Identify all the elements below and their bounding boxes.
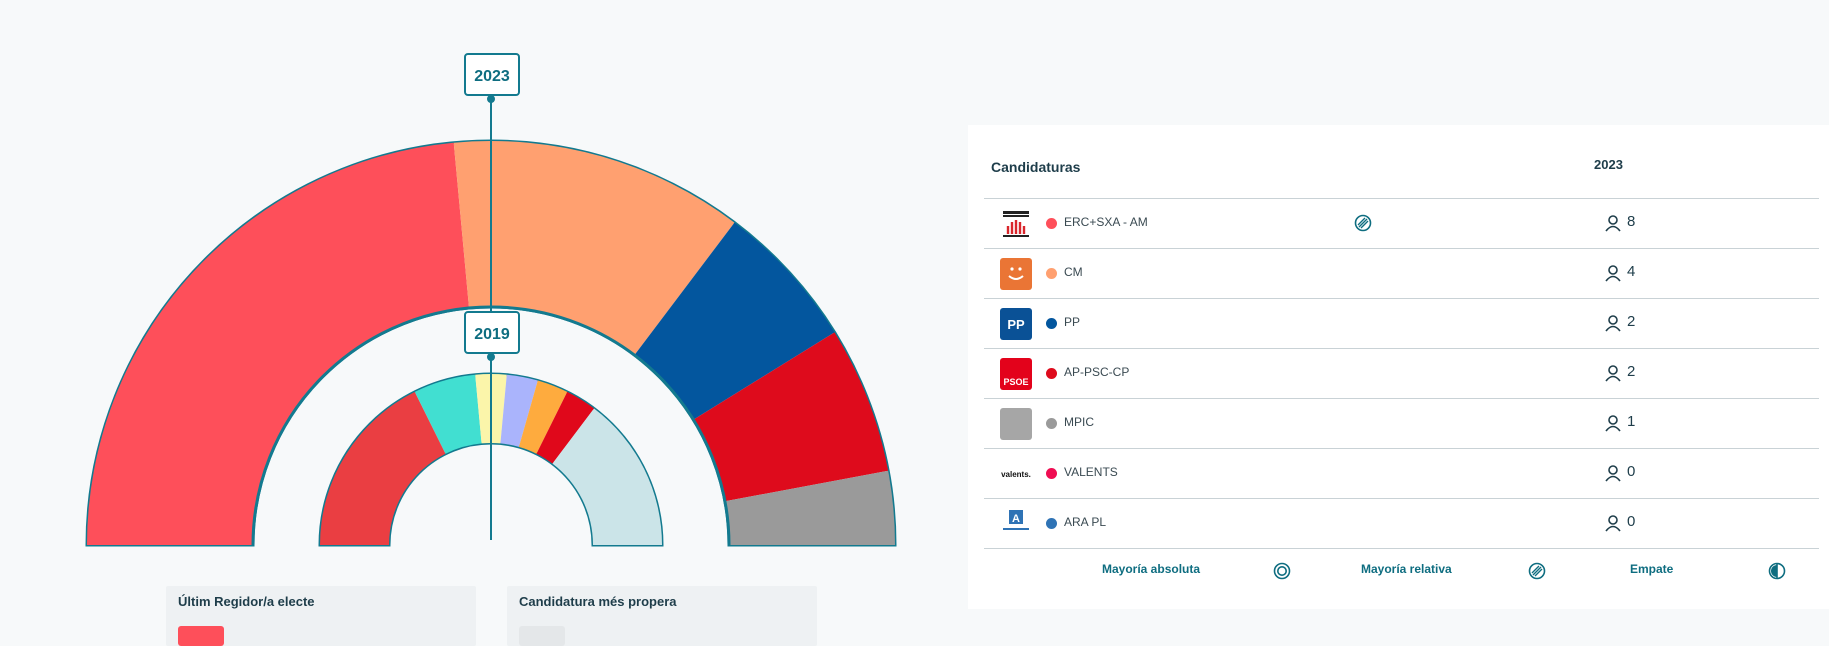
party-row[interactable]: PP PP 2 xyxy=(984,299,1819,349)
outer-ring-segments xyxy=(87,140,895,545)
legend-relative-label: Mayoría relativa xyxy=(1361,562,1452,576)
mpic-logo xyxy=(1000,408,1032,440)
seat-count: 2 xyxy=(1627,313,1636,330)
party-color-dot xyxy=(1046,318,1057,329)
outer-segment-ap-psc-cp[interactable] xyxy=(693,332,889,502)
results-rows: ERC+SXA - AM 8 CM 4 PP PP 2 PSOE AP-PSC-CP 2 MPIC 1… xyxy=(984,199,1819,549)
col-year-header: 2023 xyxy=(1594,157,1623,172)
party-color-dot xyxy=(1046,268,1057,279)
seat-count: 1 xyxy=(1627,413,1636,430)
hemicycle-chart: 2023 2019 xyxy=(85,53,897,547)
pointer-dot-2019 xyxy=(487,353,495,361)
tie-icon xyxy=(1768,562,1786,580)
results-header: Candidaturas 2023 xyxy=(984,125,1819,199)
absolute-majority-icon xyxy=(1273,562,1291,580)
party-color-dot xyxy=(1046,368,1057,379)
seat-count: 4 xyxy=(1627,263,1636,280)
valents-logo: valents. xyxy=(1000,458,1032,490)
person-icon xyxy=(1605,215,1621,232)
party-name: AP-PSC-CP xyxy=(1064,365,1130,379)
pointer-dot-2023 xyxy=(487,95,495,103)
party-row[interactable]: ERC+SXA - AM 8 xyxy=(984,199,1819,249)
party-name: ARA PL xyxy=(1064,515,1107,529)
party-color-dot xyxy=(1046,418,1057,429)
seat-count: 0 xyxy=(1627,463,1636,480)
legend-absolute-label: Mayoría absoluta xyxy=(1102,562,1201,576)
outer-segment-cm[interactable] xyxy=(453,140,735,356)
party-row[interactable]: MPIC 1 xyxy=(984,399,1819,449)
seat-count: 2 xyxy=(1627,363,1636,380)
year-label-2019: 2019 xyxy=(474,326,510,343)
party-name: ERC+SXA - AM xyxy=(1064,215,1148,229)
outer-segment-erc-sxa-am[interactable] xyxy=(87,142,470,545)
person-icon xyxy=(1605,265,1621,282)
svg-text:A: A xyxy=(1012,513,1020,525)
inner-segment-4[interactable] xyxy=(518,380,568,454)
party-name: PP xyxy=(1064,315,1081,329)
seat-count: 8 xyxy=(1627,213,1636,230)
last-elected-card: Últim Regidor/a electe xyxy=(166,586,476,646)
person-icon xyxy=(1605,415,1621,432)
person-icon xyxy=(1605,315,1621,332)
relative-majority-icon xyxy=(1528,562,1546,580)
last-elected-swatch xyxy=(178,626,224,646)
inner-segment-1[interactable] xyxy=(414,374,482,454)
person-icon xyxy=(1605,365,1621,382)
party-name: MPIC xyxy=(1064,415,1094,429)
psoe-logo: PSOE xyxy=(1000,358,1032,390)
outer-segment-mpic[interactable] xyxy=(724,470,895,545)
last-elected-title: Últim Regidor/a electe xyxy=(178,594,315,609)
party-name: VALENTS xyxy=(1064,465,1118,479)
seat-count: 0 xyxy=(1627,513,1636,530)
legend-tie-label: Empate xyxy=(1630,562,1674,576)
closest-candidate-card: Candidatura més propera xyxy=(507,586,817,646)
ara-logo: A xyxy=(1000,508,1032,540)
person-icon xyxy=(1605,465,1621,482)
party-row[interactable]: CM 4 xyxy=(984,249,1819,299)
relative-majority-icon xyxy=(1354,214,1372,232)
results-panel: Candidaturas 2023 ERC+SXA - AM 8 CM 4 PP PP 2 P… xyxy=(968,125,1829,609)
cm-logo xyxy=(1000,258,1032,290)
party-row[interactable]: A ARA PL 0 xyxy=(984,499,1819,549)
party-color-dot xyxy=(1046,468,1057,479)
year-box-2023[interactable] xyxy=(464,53,520,96)
year-box-2019[interactable] xyxy=(464,311,520,354)
party-name: CM xyxy=(1064,265,1083,279)
inner-segment-5[interactable] xyxy=(536,391,595,464)
majority-legend: Mayoría absoluta Mayoría relativa Empate xyxy=(968,550,1829,590)
inner-ring-frame xyxy=(251,305,731,546)
inner-segment-0[interactable] xyxy=(320,391,446,545)
closest-candidate-title: Candidatura més propera xyxy=(519,594,677,609)
party-color-dot xyxy=(1046,518,1057,529)
closest-candidate-swatch xyxy=(519,626,565,646)
col-candidates-header: Candidaturas xyxy=(991,159,1081,175)
party-row[interactable]: valents. VALENTS 0 xyxy=(984,449,1819,499)
erc-logo xyxy=(1000,208,1032,240)
inner-segment-3[interactable] xyxy=(500,374,538,447)
year-label-2023: 2023 xyxy=(474,68,510,85)
party-row[interactable]: PSOE AP-PSC-CP 2 xyxy=(984,349,1819,399)
inner-segment-6[interactable] xyxy=(552,408,662,545)
inner-ring-segments xyxy=(320,373,662,545)
pp-logo: PP xyxy=(1000,308,1032,340)
outer-segment-pp[interactable] xyxy=(634,222,835,420)
person-icon xyxy=(1605,515,1621,532)
party-color-dot xyxy=(1046,218,1057,229)
